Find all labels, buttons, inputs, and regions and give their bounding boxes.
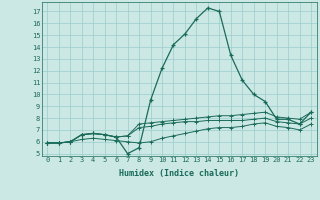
- X-axis label: Humidex (Indice chaleur): Humidex (Indice chaleur): [119, 169, 239, 178]
